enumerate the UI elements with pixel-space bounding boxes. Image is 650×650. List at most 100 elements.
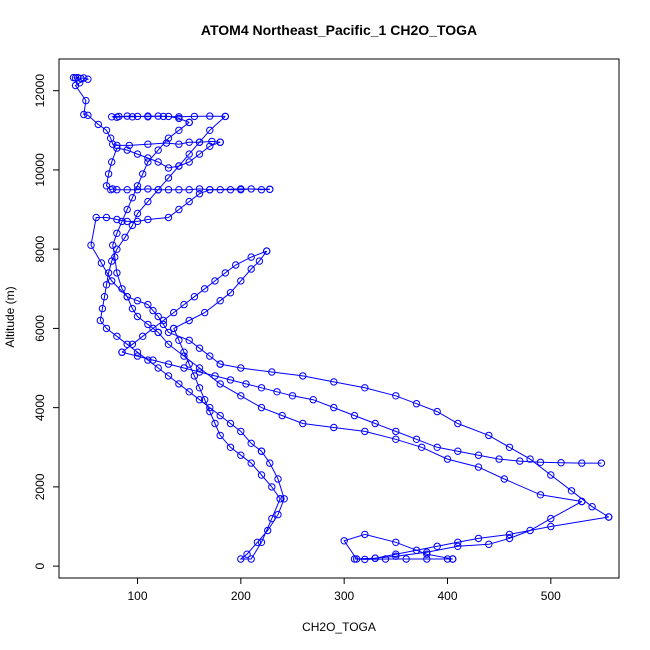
x-tick-label: 300 — [334, 589, 354, 603]
series-line — [121, 351, 602, 464]
data-point — [185, 360, 193, 368]
data-point — [412, 400, 421, 408]
data-point — [92, 213, 100, 222]
data-point — [273, 388, 281, 396]
data-point — [80, 110, 88, 119]
data-point — [185, 158, 193, 166]
data-point — [433, 443, 441, 451]
series-line — [343, 501, 583, 560]
data-point — [597, 459, 606, 467]
data-point — [201, 308, 209, 317]
data-point — [226, 419, 235, 428]
data-point — [423, 550, 431, 558]
data-point — [108, 158, 116, 166]
data-point — [371, 554, 379, 562]
y-tick-label: 10000 — [33, 153, 47, 187]
data-point — [123, 293, 131, 301]
data-point — [567, 487, 576, 495]
data-point — [123, 112, 131, 120]
data-point — [237, 364, 245, 372]
data-point — [216, 411, 224, 420]
data-point — [206, 186, 214, 194]
data-point — [164, 112, 173, 121]
data-point — [526, 526, 534, 535]
data-point — [226, 376, 235, 384]
data-point — [154, 364, 162, 372]
data-point — [102, 182, 111, 190]
data-point — [237, 277, 245, 285]
data-point — [500, 475, 508, 483]
data-point — [485, 540, 493, 548]
data-point — [115, 112, 123, 121]
data-point — [97, 259, 106, 267]
data-point — [125, 141, 134, 150]
data-point — [211, 372, 219, 380]
data-point — [113, 269, 121, 277]
data-point — [133, 209, 142, 218]
data-point — [154, 112, 162, 120]
data-point — [242, 380, 250, 388]
data-point — [175, 336, 183, 344]
data-point — [195, 384, 204, 392]
data-point — [185, 388, 193, 396]
data-point — [418, 443, 426, 451]
data-point — [536, 491, 545, 499]
data-point — [299, 372, 307, 380]
data-point — [159, 316, 168, 325]
data-point — [180, 348, 188, 356]
data-point — [96, 316, 105, 325]
data-point — [164, 164, 173, 172]
data-point — [180, 364, 188, 372]
data-point — [154, 146, 162, 154]
data-point — [433, 542, 441, 550]
data-point — [505, 443, 514, 451]
data-point — [149, 324, 157, 333]
series-line — [112, 122, 190, 333]
y-tick-label: 12000 — [33, 74, 47, 108]
data-point — [164, 328, 173, 337]
series-line — [121, 250, 267, 353]
data-point — [257, 403, 266, 412]
data-point — [102, 281, 111, 289]
data-point — [578, 459, 586, 467]
data-point — [71, 81, 80, 90]
data-point — [226, 443, 235, 451]
data-point — [80, 74, 88, 82]
data-point — [268, 514, 276, 523]
data-point — [133, 352, 142, 360]
data-point — [164, 372, 173, 380]
series-line — [239, 450, 285, 560]
data-point — [102, 324, 111, 333]
data-point — [164, 134, 173, 142]
data-point — [128, 221, 137, 230]
data-point — [195, 344, 204, 352]
data-point — [123, 340, 131, 348]
data-point — [526, 455, 534, 463]
y-axis: 0 2000 4000 6000 8000 10000 12000 — [33, 74, 60, 569]
data-point — [144, 197, 152, 206]
data-point — [195, 138, 204, 146]
data-point — [454, 447, 462, 455]
data-point — [128, 194, 137, 202]
data-point — [454, 419, 462, 428]
data-point — [423, 548, 431, 556]
data-point — [588, 503, 596, 511]
data-point — [133, 312, 142, 321]
data-point — [195, 364, 204, 372]
data-point — [113, 215, 121, 224]
data-point — [247, 265, 255, 273]
data-point — [118, 348, 126, 356]
data-point — [98, 304, 107, 313]
data-point — [195, 185, 204, 193]
data-point — [255, 257, 264, 265]
data-point — [185, 150, 193, 158]
data-point — [154, 158, 162, 166]
data-point — [144, 185, 152, 193]
data-point — [247, 253, 255, 261]
y-tick-label: 6000 — [33, 315, 47, 342]
data-point — [185, 197, 193, 206]
data-point — [361, 384, 369, 392]
